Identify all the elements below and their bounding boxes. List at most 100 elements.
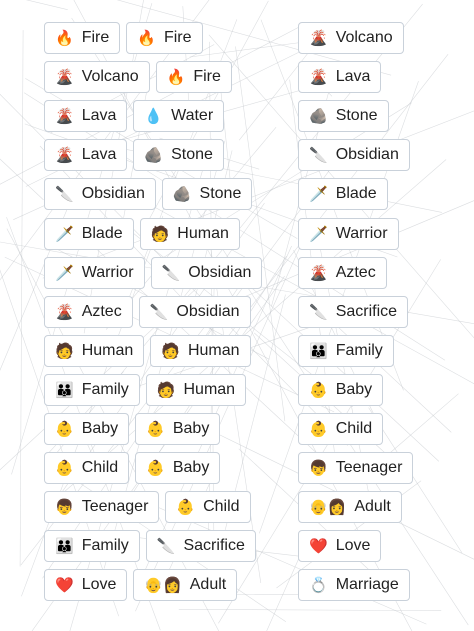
element-label: Obsidian bbox=[81, 185, 145, 203]
bg-line bbox=[189, 41, 305, 58]
bg-line bbox=[235, 46, 286, 422]
result-slot: 🌋 Aztec bbox=[298, 256, 387, 289]
element-chip[interactable]: 🔥 Fire bbox=[155, 61, 232, 94]
recipe-row: 🗡️ Warrior 🔪 Obsidian 🌋 Aztec bbox=[0, 256, 474, 291]
element-chip[interactable]: 🗡️ Warrior bbox=[298, 217, 399, 250]
recipe-row: 🔪 Obsidian 🪨 Stone 🗡️ Blade bbox=[0, 178, 474, 212]
element-chip[interactable]: 🌋 Lava bbox=[298, 61, 382, 94]
element-chip[interactable]: 🔪 Sacrifice bbox=[298, 295, 409, 328]
element-label: Child bbox=[203, 498, 240, 516]
ingredient-pair: 🧑 Human 🧑 Human bbox=[44, 334, 251, 367]
element-emoji: 🌋 bbox=[309, 264, 328, 282]
element-chip[interactable]: 🔪 Obsidian bbox=[44, 178, 156, 211]
element-label: Lava bbox=[81, 107, 117, 125]
element-chip[interactable]: 💧 Water bbox=[133, 100, 225, 133]
element-chip[interactable]: 👦 Teenager bbox=[298, 452, 414, 485]
element-label: Baby bbox=[335, 380, 373, 398]
element-chip[interactable]: 🔥 Fire bbox=[44, 22, 121, 54]
element-emoji: 🧑 bbox=[161, 342, 180, 360]
element-emoji: ❤️ bbox=[55, 577, 74, 595]
result-slot: 👶 Child bbox=[298, 413, 384, 445]
element-chip[interactable]: 👶 Child bbox=[44, 452, 130, 485]
result-slot: 🪨 Stone bbox=[298, 100, 389, 133]
element-emoji: 🌋 bbox=[55, 147, 74, 165]
ingredient-pair: 👶 Child 👶 Baby bbox=[44, 452, 221, 485]
element-chip[interactable]: 👶 Child bbox=[298, 413, 384, 445]
recipe-row: 👶 Baby 👶 Baby 👶 Child bbox=[0, 413, 474, 447]
element-chip[interactable]: 🪨 Stone bbox=[133, 139, 224, 172]
element-label: Obsidian bbox=[188, 263, 252, 281]
element-emoji: 🪨 bbox=[172, 186, 192, 204]
element-label: Baby bbox=[172, 420, 210, 437]
ingredient-pair: 🔪 Obsidian 🪨 Stone bbox=[44, 178, 253, 211]
element-chip[interactable]: 🪨 Stone bbox=[161, 178, 253, 211]
bg-line bbox=[42, 110, 474, 279]
element-chip[interactable]: 🔪 Obsidian bbox=[150, 256, 263, 289]
result-slot: 👴👩 Adult bbox=[298, 491, 402, 524]
element-chip[interactable]: ❤️ Love bbox=[44, 569, 128, 602]
element-emoji: 🌋 bbox=[309, 30, 328, 47]
element-chip[interactable]: 🌋 Lava bbox=[44, 100, 128, 133]
element-chip[interactable]: 🔪 Obsidian bbox=[298, 139, 410, 172]
result-slot: 👶 Baby bbox=[298, 373, 384, 406]
element-chip[interactable]: 🧑 Human bbox=[44, 334, 145, 367]
element-chip[interactable]: 🌋 Aztec bbox=[298, 256, 387, 289]
element-label: Child bbox=[335, 420, 373, 437]
result-slot: 👪 Family bbox=[298, 334, 394, 367]
bg-line bbox=[323, 313, 452, 433]
element-chip[interactable]: 👶 Baby bbox=[44, 413, 130, 445]
bg-line bbox=[240, 277, 440, 462]
element-chip[interactable]: 🔪 Sacrifice bbox=[145, 530, 256, 563]
element-chip[interactable]: 🧑 Human bbox=[150, 334, 251, 367]
element-label: Stone bbox=[335, 107, 378, 125]
element-chip[interactable]: 🌋 Volcano bbox=[298, 22, 404, 54]
element-chip[interactable]: 👪 Family bbox=[44, 373, 140, 406]
element-chip[interactable]: 👪 Family bbox=[298, 334, 394, 367]
result-slot: 👦 Teenager bbox=[298, 452, 414, 485]
element-chip[interactable]: 👶 Baby bbox=[298, 373, 384, 406]
element-label: Family bbox=[335, 341, 383, 359]
element-chip[interactable]: 👴👩 Adult bbox=[298, 491, 402, 524]
element-chip[interactable]: 👴👩 Adult bbox=[133, 569, 238, 602]
element-chip[interactable]: 🔥 Fire bbox=[126, 22, 203, 54]
result-slot: 🔪 Sacrifice bbox=[298, 295, 409, 328]
element-chip[interactable]: 👶 Baby bbox=[135, 413, 221, 445]
element-emoji: 🪨 bbox=[144, 147, 164, 165]
element-label: Adult bbox=[189, 576, 227, 594]
element-emoji: 🔪 bbox=[309, 303, 328, 321]
element-emoji: 🔪 bbox=[309, 147, 328, 165]
element-chip[interactable]: 🗡️ Warrior bbox=[44, 256, 145, 289]
element-chip[interactable]: 🌋 Aztec bbox=[44, 295, 133, 328]
element-emoji: 👶 bbox=[309, 421, 328, 438]
element-chip[interactable]: 🗡️ Blade bbox=[298, 178, 388, 211]
element-label: Love bbox=[335, 537, 371, 555]
element-emoji: 🔥 bbox=[166, 69, 186, 87]
element-emoji: 🗡️ bbox=[309, 186, 328, 204]
element-label: Teenager bbox=[335, 459, 403, 477]
ingredient-pair: 🌋 Lava 💧 Water bbox=[44, 100, 225, 133]
element-chip[interactable]: 🌋 Volcano bbox=[44, 61, 150, 94]
bg-line bbox=[116, 0, 392, 76]
element-chip[interactable]: 🧑 Human bbox=[145, 373, 247, 406]
element-label: Human bbox=[187, 341, 240, 359]
element-chip[interactable]: 👪 Family bbox=[44, 530, 140, 563]
element-chip[interactable]: 🗡️ Blade bbox=[44, 217, 134, 250]
element-label: Lava bbox=[81, 146, 117, 164]
element-chip[interactable]: 🔪 Obsidian bbox=[138, 295, 251, 328]
element-chip[interactable]: 🪨 Stone bbox=[298, 100, 389, 133]
element-chip[interactable]: 👶 Child bbox=[165, 491, 251, 524]
recipe-row: 🌋 Aztec 🔪 Obsidian 🔪 Sacrifice bbox=[0, 295, 474, 330]
element-label: Fire bbox=[163, 29, 192, 46]
element-chip[interactable]: ❤️ Love bbox=[298, 530, 382, 563]
element-label: Sacrifice bbox=[183, 537, 245, 555]
element-chip[interactable]: 👶 Baby bbox=[135, 452, 221, 485]
element-emoji: 👶 bbox=[309, 381, 328, 399]
element-label: Baby bbox=[81, 420, 119, 437]
element-chip[interactable]: 👦 Teenager bbox=[44, 491, 160, 524]
element-chip[interactable]: 🧑 Human bbox=[139, 217, 240, 250]
ingredient-pair: 🔥 Fire 🔥 Fire bbox=[44, 22, 203, 54]
element-chip[interactable]: 🌋 Lava bbox=[44, 139, 128, 172]
element-chip[interactable]: 💍 Marriage bbox=[298, 569, 410, 602]
element-label: Family bbox=[81, 380, 129, 398]
element-emoji: 💧 bbox=[144, 108, 164, 126]
